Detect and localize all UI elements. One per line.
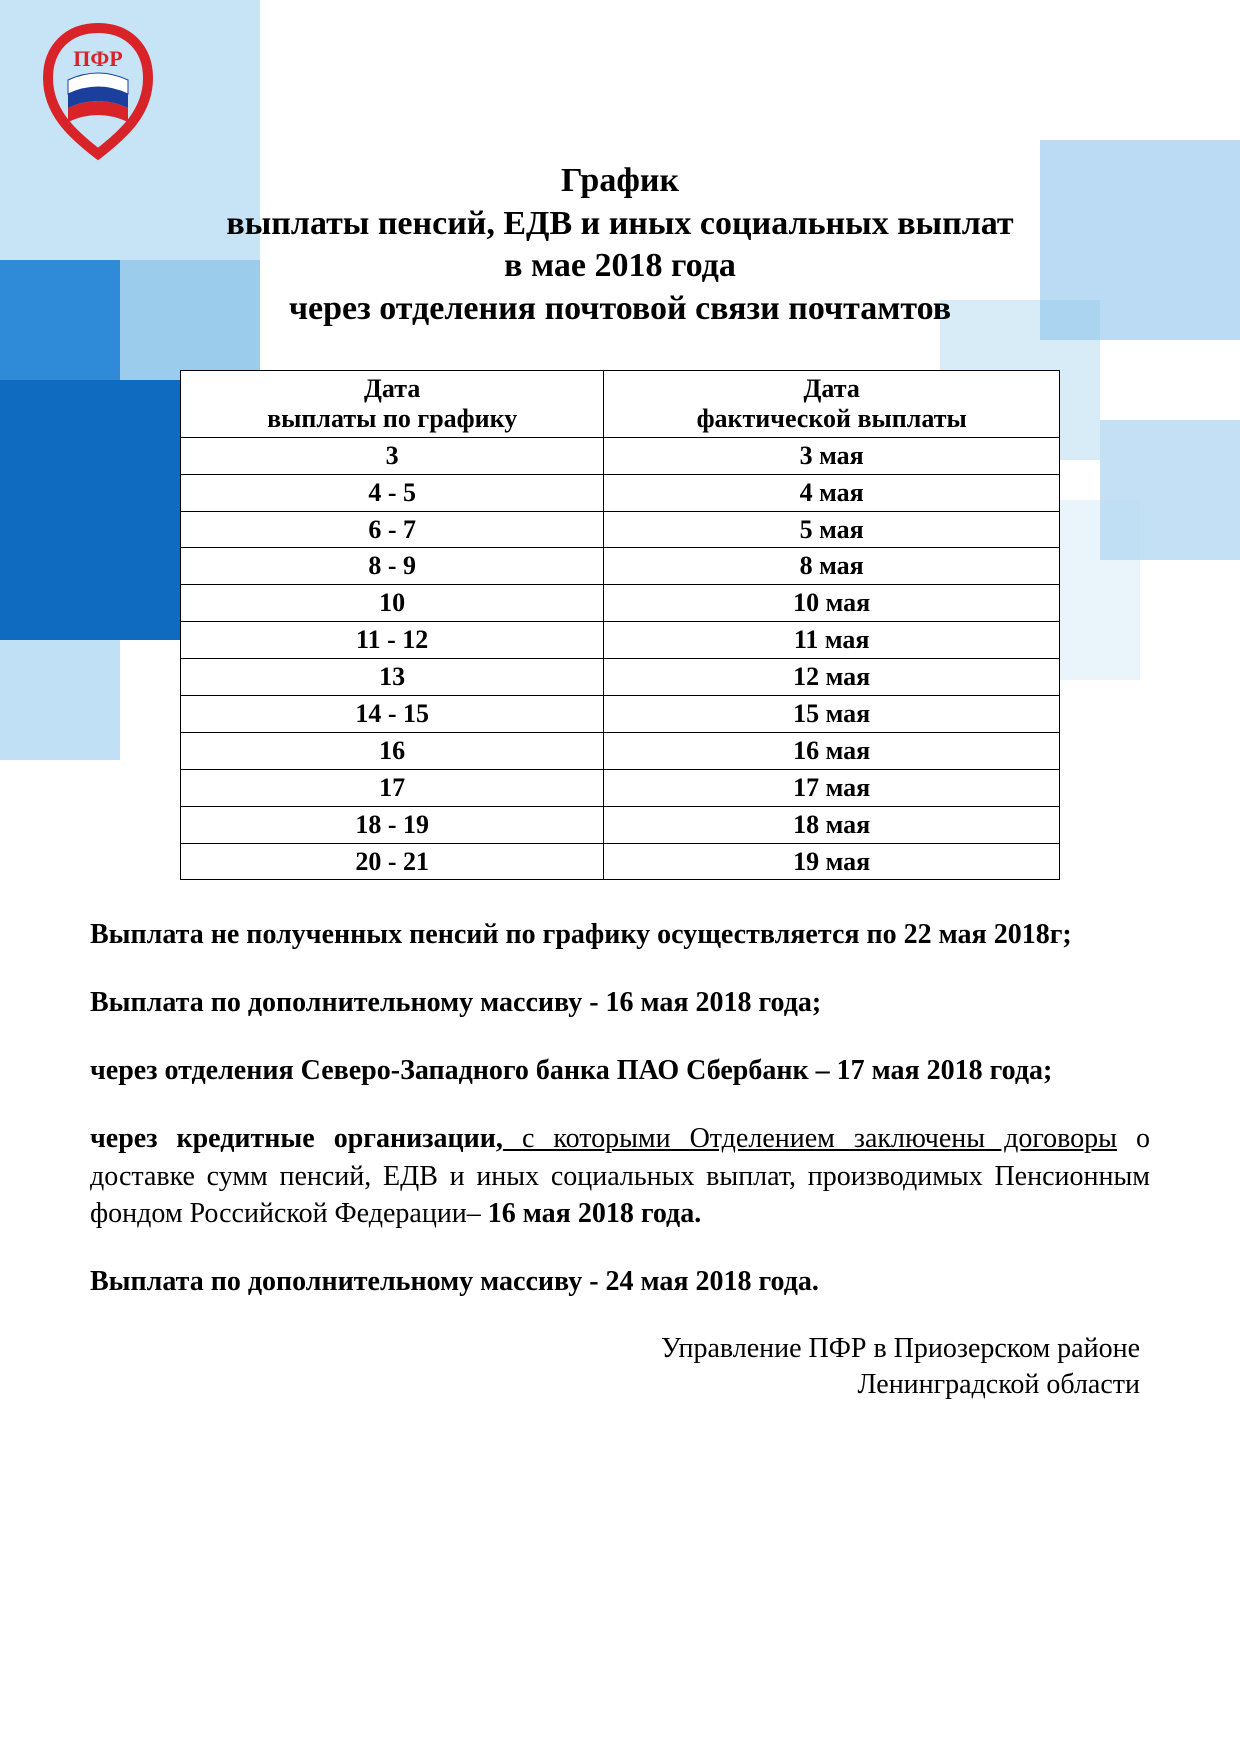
paragraph-1: Выплата не полученных пенсий по графику … xyxy=(90,916,1150,954)
table-row: 20 - 2119 мая xyxy=(181,843,1060,880)
table-cell-actual-date: 12 мая xyxy=(604,659,1060,696)
header-col1-line2: выплаты по графику xyxy=(187,404,597,434)
p4-tail: 16 мая 2018 года. xyxy=(488,1198,701,1229)
header-col2-line1: Дата xyxy=(610,374,1053,404)
table-cell-schedule-date: 14 - 15 xyxy=(181,696,604,733)
table-row: 8 - 98 мая xyxy=(181,548,1060,585)
table-row: 6 - 75 мая xyxy=(181,511,1060,548)
table-cell-actual-date: 5 мая xyxy=(604,511,1060,548)
table-row: 33 мая xyxy=(181,437,1060,474)
table-row: 14 - 1515 мая xyxy=(181,696,1060,733)
table-row: 1312 мая xyxy=(181,659,1060,696)
table-cell-actual-date: 15 мая xyxy=(604,696,1060,733)
table-cell-schedule-date: 8 - 9 xyxy=(181,548,604,585)
table-cell-actual-date: 3 мая xyxy=(604,437,1060,474)
table-cell-schedule-date: 18 - 19 xyxy=(181,806,604,843)
paragraph-5: Выплата по дополнительному массиву - 24 … xyxy=(90,1263,1150,1301)
body-text: Выплата не полученных пенсий по графику … xyxy=(80,916,1160,1403)
title-line-3: в мае 2018 года xyxy=(80,245,1160,288)
table-cell-actual-date: 8 мая xyxy=(604,548,1060,585)
table-cell-actual-date: 19 мая xyxy=(604,843,1060,880)
table-cell-schedule-date: 11 - 12 xyxy=(181,622,604,659)
table-row: 11 - 1211 мая xyxy=(181,622,1060,659)
table-row: 1717 мая xyxy=(181,769,1060,806)
title-line-1: График xyxy=(80,160,1160,203)
table-row: 4 - 54 мая xyxy=(181,474,1060,511)
footer-line-2: Ленинградской области xyxy=(90,1367,1140,1403)
title-line-4: через отделения почтовой связи почтамтов xyxy=(80,288,1160,331)
header-col2-line2: фактической выплаты xyxy=(610,404,1053,434)
table-cell-schedule-date: 3 xyxy=(181,437,604,474)
title-line-2: выплаты пенсий, ЕДВ и иных социальных вы… xyxy=(80,203,1160,246)
table-header-col1: Дата выплаты по графику xyxy=(181,371,604,438)
document-content: График выплаты пенсий, ЕДВ и иных социал… xyxy=(0,0,1240,1404)
paragraph-4: через кредитные организации, с которыми … xyxy=(90,1120,1150,1233)
table-row: 1616 мая xyxy=(181,732,1060,769)
svg-text:ПФР: ПФР xyxy=(73,46,122,71)
paragraph-3: через отделения Северо-Западного банка П… xyxy=(90,1052,1150,1090)
p4-underline: с которыми Отделением заключены договоры xyxy=(503,1123,1117,1154)
schedule-table: Дата выплаты по графику Дата фактической… xyxy=(180,370,1060,880)
footer-line-1: Управление ПФР в Приозерском районе xyxy=(90,1331,1140,1367)
p4-lead: через кредитные организации, xyxy=(90,1123,503,1154)
table-cell-actual-date: 16 мая xyxy=(604,732,1060,769)
schedule-table-wrap: Дата выплаты по графику Дата фактической… xyxy=(180,370,1060,880)
footer: Управление ПФР в Приозерском районе Лени… xyxy=(90,1331,1150,1404)
table-header-col2: Дата фактической выплаты xyxy=(604,371,1060,438)
header-col1-line1: Дата xyxy=(187,374,597,404)
table-row: 18 - 1918 мая xyxy=(181,806,1060,843)
table-cell-schedule-date: 20 - 21 xyxy=(181,843,604,880)
table-cell-actual-date: 4 мая xyxy=(604,474,1060,511)
table-cell-actual-date: 10 мая xyxy=(604,585,1060,622)
paragraph-2: Выплата по дополнительному массиву - 16 … xyxy=(90,984,1150,1022)
table-cell-actual-date: 18 мая xyxy=(604,806,1060,843)
table-cell-schedule-date: 4 - 5 xyxy=(181,474,604,511)
table-cell-schedule-date: 6 - 7 xyxy=(181,511,604,548)
pfr-logo: ПФР xyxy=(28,22,168,177)
table-header-row: Дата выплаты по графику Дата фактической… xyxy=(181,371,1060,438)
table-cell-actual-date: 17 мая xyxy=(604,769,1060,806)
table-cell-schedule-date: 10 xyxy=(181,585,604,622)
table-row: 1010 мая xyxy=(181,585,1060,622)
table-cell-schedule-date: 13 xyxy=(181,659,604,696)
table-cell-schedule-date: 17 xyxy=(181,769,604,806)
document-title: График выплаты пенсий, ЕДВ и иных социал… xyxy=(80,160,1160,330)
table-cell-actual-date: 11 мая xyxy=(604,622,1060,659)
table-cell-schedule-date: 16 xyxy=(181,732,604,769)
